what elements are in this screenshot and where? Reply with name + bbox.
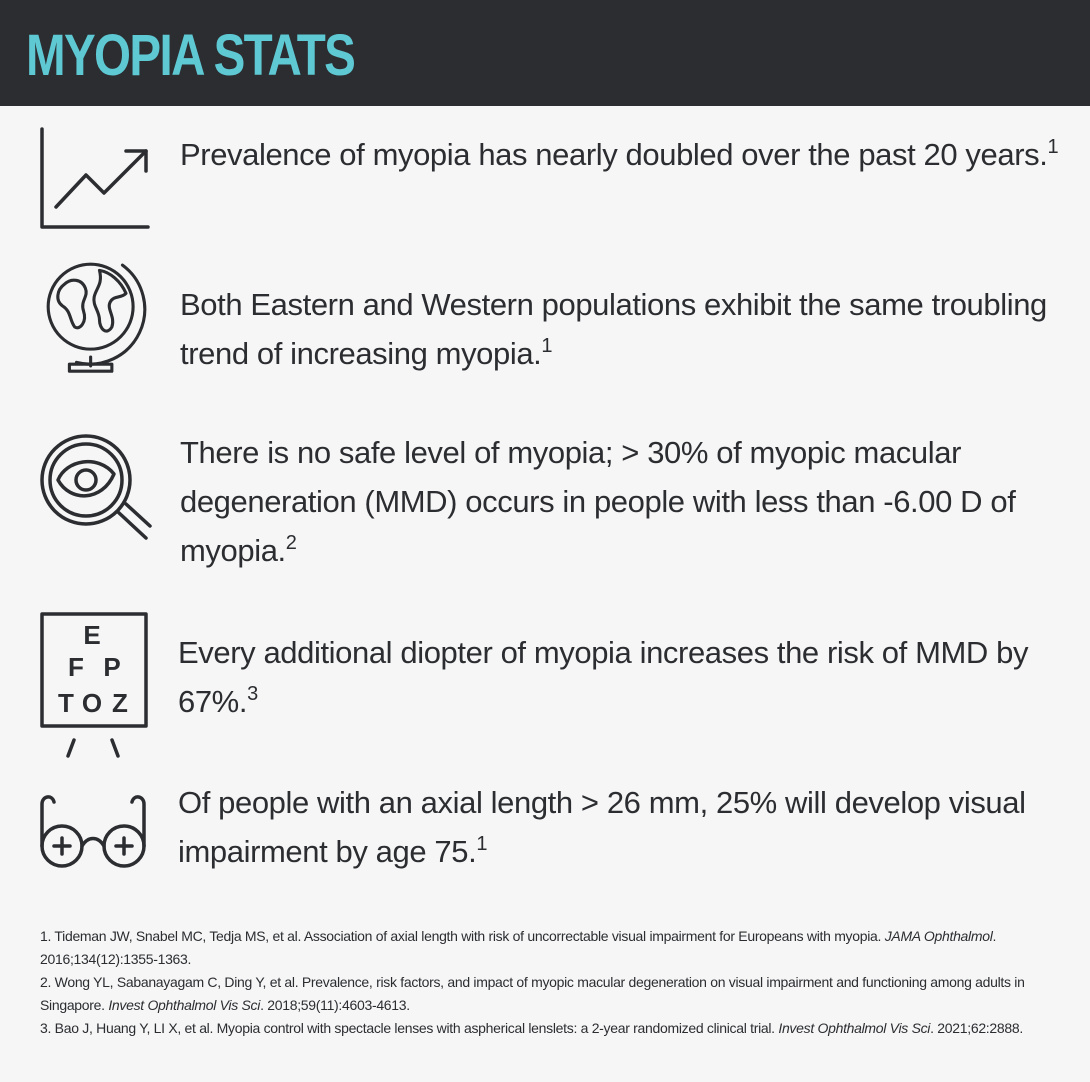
reference: 3. Bao J, Huang Y, LI X, et al. Myopia c… bbox=[40, 1017, 1050, 1040]
ref-mark: 1 bbox=[476, 833, 488, 855]
ref-text: 3. Bao J, Huang Y, LI X, et al. Myopia c… bbox=[40, 1020, 779, 1036]
stat: There is no safe level of myopia; > 30% … bbox=[180, 428, 1060, 575]
ref-citation: . 2018;59(11):4603-4613. bbox=[260, 997, 410, 1013]
ref-mark: 1 bbox=[541, 335, 553, 357]
eye-chart-icon: E F P T O Z bbox=[40, 612, 148, 758]
ref-mark: 1 bbox=[1047, 136, 1059, 158]
chart-letter: F bbox=[68, 652, 84, 682]
chart-letter: E bbox=[83, 620, 100, 650]
chart-letter: P bbox=[103, 652, 120, 682]
chart-letter: T bbox=[58, 688, 74, 718]
stat-text: Prevalence of myopia has nearly doubled … bbox=[180, 137, 1048, 172]
reference: 1. Tideman JW, Snabel MC, Tedja MS, et a… bbox=[40, 925, 1050, 971]
stat-text: Of people with an axial length > 26 mm, … bbox=[178, 785, 1026, 869]
ref-citation: . 2021;62:2888. bbox=[930, 1020, 1023, 1036]
reference: 2. Wong YL, Sabanayagam C, Ding Y, et al… bbox=[40, 971, 1050, 1017]
chart-letter: O bbox=[82, 688, 102, 718]
ref-journal: Invest Ophthalmol Vis Sci bbox=[108, 997, 261, 1013]
title: MYOPIA STATS bbox=[26, 23, 356, 88]
stat: Prevalence of myopia has nearly doubled … bbox=[180, 130, 1060, 179]
stat: Of people with an axial length > 26 mm, … bbox=[178, 778, 1058, 876]
header: MYOPIA STATS bbox=[0, 0, 1090, 106]
stat: Every additional diopter of myopia incre… bbox=[178, 628, 1058, 726]
ref-text: 1. Tideman JW, Snabel MC, Tedja MS, et a… bbox=[40, 928, 885, 944]
ref-journal: JAMA Ophthalmol bbox=[884, 928, 993, 944]
ref-mark: 2 bbox=[285, 532, 297, 554]
stat-text: There is no safe level of myopia; > 30% … bbox=[180, 435, 1016, 568]
globe-icon bbox=[46, 262, 147, 373]
chart-letter: Z bbox=[112, 688, 128, 718]
glasses-icon bbox=[40, 795, 146, 868]
ref-text: 2. Wong YL, Sabanayagam C, Ding Y, et al… bbox=[40, 974, 1025, 1013]
ref-mark: 3 bbox=[247, 683, 258, 705]
references: 1. Tideman JW, Snabel MC, Tedja MS, et a… bbox=[40, 925, 1050, 1040]
ref-journal: Invest Ophthalmol Vis Sci bbox=[778, 1020, 931, 1036]
eye-icon bbox=[40, 434, 152, 540]
trend-icon bbox=[40, 127, 150, 229]
stat: Both Eastern and Western populations exh… bbox=[180, 280, 1060, 378]
stat-text: Every additional diopter of myopia incre… bbox=[178, 635, 1029, 719]
ref-citation: . 2016;134(12):1355-1363. bbox=[40, 928, 997, 967]
stat-text: Both Eastern and Western populations exh… bbox=[180, 287, 1047, 371]
